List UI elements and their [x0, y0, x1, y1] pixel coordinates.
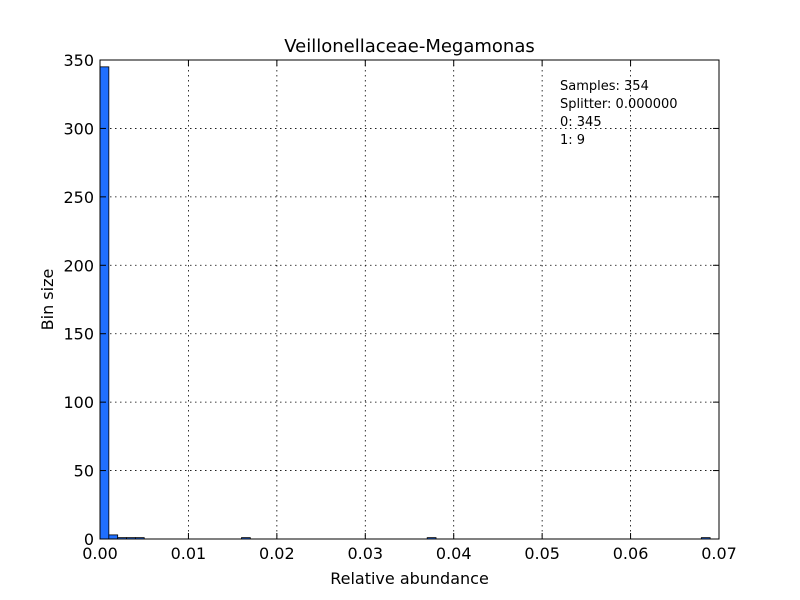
x-tick-label: 0.00	[82, 544, 118, 563]
plot-frame	[99, 59, 720, 540]
annotation-line: 0: 345	[560, 115, 602, 130]
annotation-line: 1: 9	[560, 133, 585, 148]
y-tick-label: 0	[84, 530, 94, 549]
y-tick-label: 200	[63, 256, 94, 275]
histogram-bar	[99, 66, 110, 540]
y-tick-label: 50	[74, 462, 94, 481]
annotation-line: Splitter: 0.000000	[560, 97, 678, 112]
y-tick-label: 100	[63, 393, 94, 412]
x-tick-label: 0.02	[259, 544, 295, 563]
x-tick-label: 0.01	[171, 544, 207, 563]
annotation-line: Samples: 354	[560, 79, 649, 94]
x-tick-label: 0.06	[613, 544, 649, 563]
x-tick-label: 0.07	[701, 544, 737, 563]
x-tick-label: 0.03	[347, 544, 383, 563]
histogram-bar	[108, 534, 119, 540]
y-tick-label: 300	[63, 119, 94, 138]
y-tick-label: 250	[63, 188, 94, 207]
y-axis-label: Bin size	[38, 269, 57, 331]
y-tick-label: 150	[63, 325, 94, 344]
y-tick-label: 350	[63, 51, 94, 70]
x-tick-label: 0.05	[524, 544, 560, 563]
chart-title: Veillonellaceae-Megamonas	[284, 36, 535, 57]
x-tick-label: 0.04	[436, 544, 472, 563]
x-axis-label: Relative abundance	[330, 569, 489, 588]
